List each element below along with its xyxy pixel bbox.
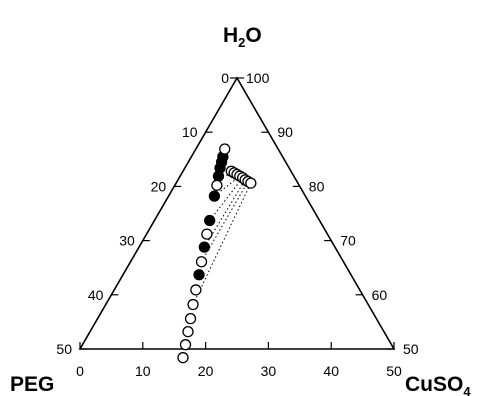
data-point-filled	[208, 190, 221, 202]
bottom-edge-tick-label: 10	[135, 363, 151, 379]
data-point-open	[201, 228, 213, 240]
right-edge-tick-label: 60	[372, 287, 388, 303]
data-point-open	[211, 179, 223, 191]
data-point-filled	[212, 170, 225, 182]
corner-label-left: PEG	[10, 373, 54, 396]
bottom-edge-tick-label: 20	[198, 363, 214, 379]
right-edge-tick-label: 80	[309, 178, 325, 194]
data-point-filled	[193, 269, 205, 281]
data-point-open	[177, 352, 189, 364]
left-edge-tick-label: 40	[88, 287, 104, 303]
left-edge-tick-label: 20	[151, 178, 167, 194]
data-point-open	[190, 284, 202, 296]
point-layer	[177, 143, 257, 364]
data-point-open	[179, 339, 192, 351]
right-edge-tick-label: 50	[403, 341, 419, 357]
data-point-open	[182, 326, 194, 338]
bottom-edge-tick-label: 50	[386, 363, 402, 379]
left-edge-tick-label: 0	[221, 70, 229, 86]
bottom-edge-tick-label: 0	[76, 363, 84, 379]
data-point-open	[187, 298, 199, 311]
data-point-open	[219, 143, 231, 155]
left-edge-tick-label: 50	[56, 341, 72, 357]
right-edge-tick-label: 100	[246, 70, 270, 86]
bottom-edge-tick-label: 40	[323, 363, 339, 379]
right-edge-tick-label: 90	[277, 124, 293, 140]
left-edge-tick-label: 10	[182, 124, 198, 140]
corner-label-top: H2O	[223, 24, 262, 50]
data-point-open	[245, 177, 257, 189]
tie-line	[201, 181, 249, 262]
data-point-filled	[198, 241, 210, 253]
tie-line	[192, 182, 252, 305]
data-point-filled	[204, 214, 216, 227]
data-point-open	[195, 256, 208, 268]
data-point-open	[184, 312, 197, 325]
tie-line	[209, 177, 244, 221]
right-edge-tick-label: 70	[340, 233, 356, 249]
corner-label-right: CuSO4	[405, 373, 471, 396]
left-edge-tick-label: 30	[119, 233, 135, 249]
ternary-triangle	[78, 76, 396, 350]
bottom-edge-tick-label: 30	[261, 363, 277, 379]
